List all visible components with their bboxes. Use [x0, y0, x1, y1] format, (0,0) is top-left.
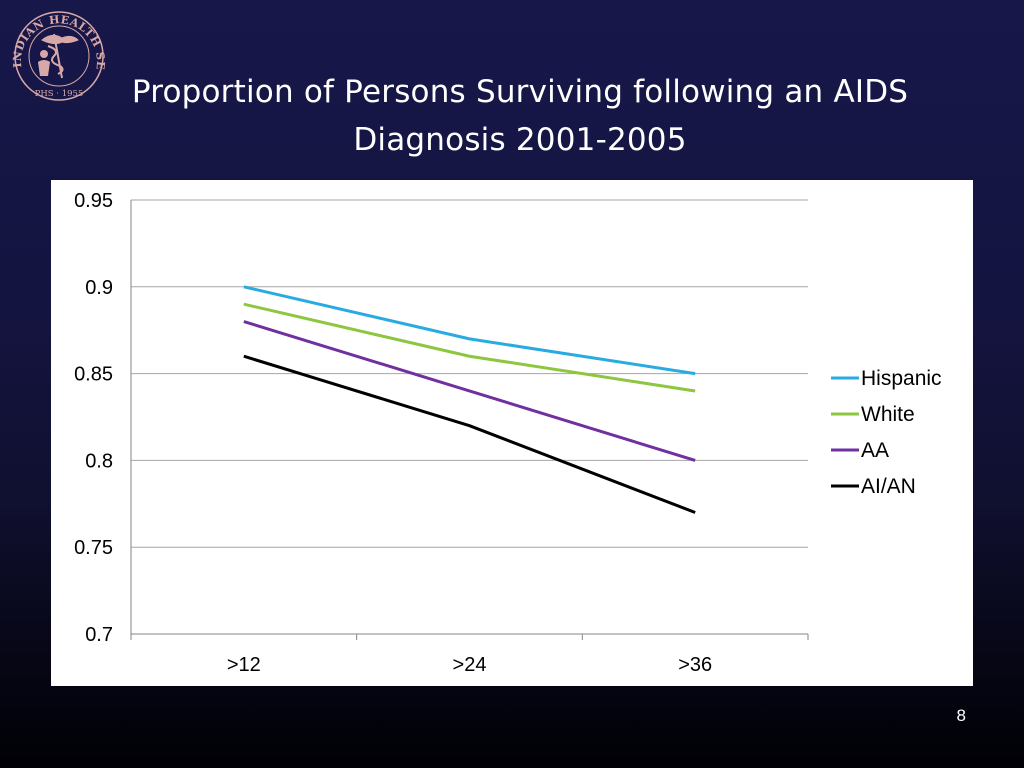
- y-tick-label: 0.8: [85, 450, 113, 472]
- y-tick-label: 0.7: [85, 624, 113, 646]
- x-tick-label: >12: [227, 654, 261, 676]
- series-lines: [243, 285, 696, 514]
- indian-health-service-logo: INDIAN HEALTH SERVICE PHS · 1955: [0, 0, 110, 104]
- logo-bottom-text: PHS · 1955: [35, 89, 84, 99]
- logo-seal-icon: INDIAN HEALTH SERVICE PHS · 1955: [0, 0, 107, 101]
- page-number: 8: [956, 706, 966, 725]
- y-tick-label: 0.85: [74, 364, 113, 386]
- y-tick-label: 0.75: [74, 537, 113, 559]
- y-axis-tick-labels: 0.7 0.75 0.8 0.85 0.9 0.95: [74, 190, 113, 646]
- axes: [130, 200, 809, 640]
- x-tick-label: >24: [453, 654, 487, 676]
- y-tick-label: 0.9: [85, 277, 113, 299]
- x-tick-label: >36: [678, 654, 712, 676]
- line-chart: 0.7 0.75 0.8 0.85 0.9 0.95 >12 >24 >36 Hispanic…: [74, 190, 942, 676]
- slide-title-line-2: Diagnosis 2001-2005: [353, 122, 687, 158]
- series-line-hispanic: [243, 285, 696, 376]
- legend-label: AA: [861, 439, 889, 462]
- legend-label: AI/AN: [861, 475, 916, 498]
- chart-panel: 0.7 0.75 0.8 0.85 0.9 0.95 >12 >24 >36 Hispanic…: [51, 180, 973, 686]
- y-tick-label: 0.95: [74, 190, 113, 212]
- legend-label: Hispanic: [861, 367, 942, 390]
- legend-label: White: [861, 403, 915, 426]
- caduceus-icon: [38, 33, 79, 79]
- slide-title: Proportion of Persons Surviving followin…: [60, 68, 980, 164]
- x-axis-tick-labels: >12 >24 >36: [227, 654, 712, 676]
- slide-title-line-1: Proportion of Persons Surviving followin…: [131, 74, 909, 110]
- gridlines: [131, 199, 808, 635]
- legend: Hispanic White AA AI/AN: [831, 367, 942, 498]
